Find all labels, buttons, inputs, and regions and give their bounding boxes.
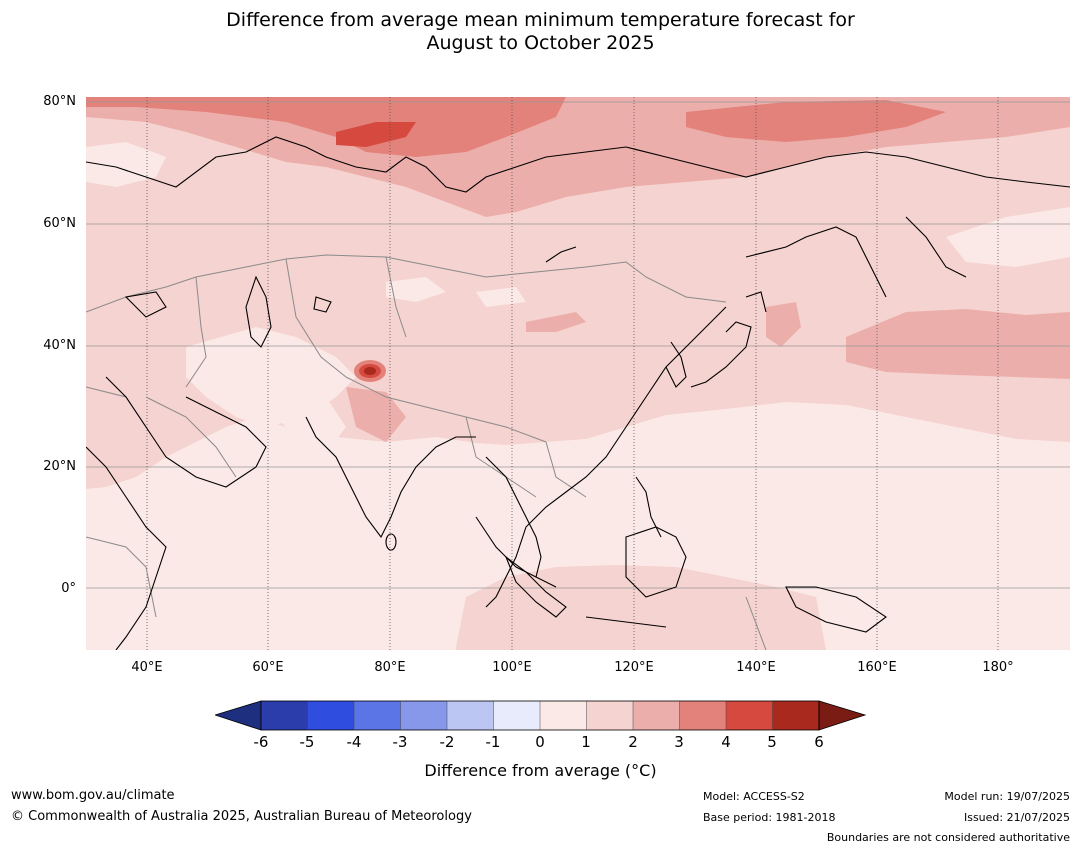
colorbar-swatch-5-6 [772, 701, 819, 730]
colorbar-tick-1: 1 [581, 733, 591, 751]
lat-label-80n: 80°N [43, 94, 76, 109]
colorbar-tick-3: 3 [674, 733, 684, 751]
lon-label-180: 180° [982, 660, 1014, 675]
anomaly-band-2-3-pacific [846, 309, 1070, 379]
colorbar-arrow-low [215, 700, 262, 731]
lon-label-80e: 80°E [374, 660, 406, 675]
lon-label-60e: 60°E [252, 660, 284, 675]
graticule-lat [86, 101, 1070, 589]
anomaly-band-0-1-mongolia [476, 287, 526, 307]
colorbar-swatch-m2-m1 [447, 701, 494, 730]
colorbar-swatch-1-2 [586, 701, 633, 730]
anomaly-band-4-5 [336, 122, 416, 147]
colorbar-tick-4: 4 [721, 733, 731, 751]
anomaly-band-0-1-tibet [276, 387, 346, 447]
lon-label-100e: 100°E [492, 660, 532, 675]
footer-base-period: Base period: 1981-2018 [703, 811, 836, 824]
graticule-lon [146, 97, 999, 650]
colorbar-tick-m1: -1 [485, 733, 501, 751]
colorbar-swatch-2-3 [633, 701, 680, 730]
title-line-1: Difference from average mean minimum tem… [226, 9, 855, 31]
coastlines [86, 136, 1070, 650]
colorbar-tick-m5: -5 [299, 733, 315, 751]
anomaly-band-2-3-india [346, 387, 406, 442]
anomaly-band-0-1-west-siberia [86, 142, 166, 187]
lat-label-20n: 20°N [43, 459, 76, 474]
lon-label-40e: 40°E [131, 660, 163, 675]
forecast-map [86, 97, 1070, 650]
lon-label-140e: 140°E [736, 660, 776, 675]
lat-label-60n: 60°N [43, 216, 76, 231]
colorbar-swatch-m6-m5 [261, 701, 308, 730]
colorbar-swatch-m1-0 [493, 701, 540, 730]
lat-label-40n: 40°N [43, 338, 76, 353]
lon-label-120e: 120°E [614, 660, 654, 675]
colorbar-tick-m3: -3 [392, 733, 408, 751]
colorbar-swatch-m5-m4 [307, 701, 354, 730]
colorbar-tick-6: 6 [814, 733, 824, 751]
title-line-2: August to October 2025 [426, 32, 655, 54]
lon-label-160e: 160°E [857, 660, 897, 675]
map-svg [86, 97, 1070, 650]
colorbar-swatch-0-1 [540, 701, 587, 730]
anomaly-band-2-3-japan [766, 302, 801, 347]
colorbar-tick-m2: -2 [439, 733, 455, 751]
anomaly-band-2-3-central-asia [526, 312, 586, 332]
footer-model-run: Model run: 19/07/2025 [944, 790, 1070, 803]
anomaly-band-0-1-central-asia [386, 277, 446, 302]
colorbar-dividers [307, 701, 773, 730]
footer-disclaimer: Boundaries are not considered authoritat… [826, 831, 1070, 844]
anomaly-hotspot-core [364, 367, 376, 375]
colorbar-tick-m4: -4 [346, 733, 362, 751]
colorbar-swatch-3-4 [679, 701, 726, 730]
colorbar [215, 700, 867, 731]
colorbar-swatch-m4-m3 [354, 701, 401, 730]
colorbar-swatch-m3-m2 [400, 701, 447, 730]
anomaly-band-0-1-east-siberia [946, 207, 1070, 267]
colorbar-arrow-high [818, 700, 867, 731]
footer-issued: Issued: 21/07/2025 [963, 811, 1070, 824]
colorbar-tick-2: 2 [628, 733, 638, 751]
footer-website[interactable]: www.bom.gov.au/climate [11, 788, 175, 803]
anomaly-band-3-4-east [686, 100, 946, 142]
anomaly-band-1-2-south [456, 565, 826, 650]
chart-title: Difference from average mean minimum tem… [0, 9, 1081, 55]
colorbar-label: Difference from average (°C) [424, 761, 657, 780]
anomaly-band-3-4 [86, 97, 566, 157]
colorbar-tick-m6: -6 [253, 733, 269, 751]
colorbar-tick-5: 5 [767, 733, 777, 751]
colorbar-swatch-4-5 [726, 701, 773, 730]
colorbar-tick-0: 0 [535, 733, 545, 751]
lat-label-0: 0° [61, 581, 76, 596]
footer-copyright: © Commonwealth of Australia 2025, Austra… [11, 809, 472, 824]
footer-model: Model: ACCESS-S2 [703, 790, 805, 803]
